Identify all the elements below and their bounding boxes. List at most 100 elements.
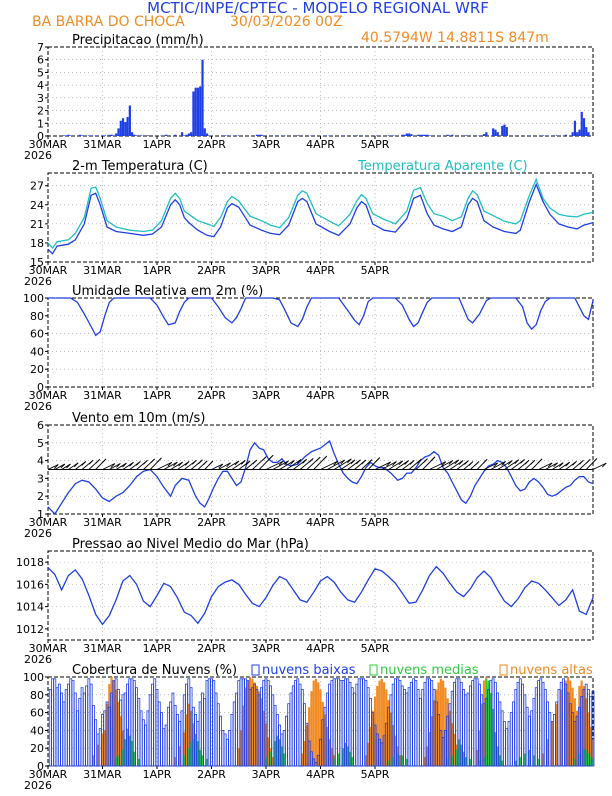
y-axis: 0 20 40 60 80 100: [23, 292, 48, 394]
precip-bar: [505, 127, 508, 136]
cloud-bar-low: [51, 678, 54, 767]
wind-barb-flag: [333, 460, 338, 466]
wind-barb-flag: [308, 458, 314, 463]
cloud-bar-low: [503, 721, 506, 767]
cloud-bar-high: [183, 732, 186, 766]
x-tick-label: 30MAR: [29, 389, 68, 402]
cloud-bar-medium: [137, 758, 140, 766]
cloud-bar-low: [223, 733, 227, 767]
cloud-bar-low: [205, 680, 209, 767]
wind-barb-flag: [586, 458, 591, 464]
y-tick-label: 40: [30, 724, 44, 737]
precip-bar: [165, 134, 168, 136]
precip-bar: [324, 135, 327, 136]
cloud-bar-high: [566, 677, 570, 766]
cloud-bar-low: [468, 685, 472, 767]
precip-bar: [228, 135, 231, 136]
cloud-bar-high: [267, 737, 270, 766]
cloud-bar-low: [176, 713, 179, 767]
cloud-bar-medium: [265, 757, 267, 766]
x-tick-label: 31MAR: [83, 768, 122, 781]
cloud-bar-low: [157, 701, 161, 767]
cloud-bar-medium: [396, 753, 399, 766]
cloud-bar-medium: [578, 753, 581, 766]
wind-barb: [333, 458, 352, 470]
cloud-bar-high: [326, 726, 329, 766]
cloud-bar-low: [339, 680, 343, 767]
precip-bar: [546, 135, 549, 136]
x-axis: 30MAR 31MAR 1APR 2APR 3APR 4APR 5APR 2026: [24, 136, 390, 162]
precip-bar: [564, 134, 567, 136]
x-tick-label: 5APR: [361, 516, 390, 529]
x-tick-label: 5APR: [361, 138, 390, 151]
precip-bar: [392, 135, 395, 136]
x-tick-label: 5APR: [361, 768, 390, 781]
wind-barb-flag: [441, 461, 447, 466]
cloud-bar-high: [319, 689, 322, 766]
precip-bar: [478, 135, 481, 136]
x-tick-label: 5APR: [361, 642, 390, 655]
precip-bar: [571, 132, 574, 136]
cloud-bar-high: [242, 705, 245, 766]
cloud-bar-high: [398, 755, 402, 766]
y-tick-label: 1018: [16, 556, 44, 569]
cloud-bar-low: [464, 694, 468, 767]
panel-title: Pressao ao Nivel Medio do Mar (hPa): [72, 537, 309, 552]
precip-bar: [276, 135, 279, 136]
cloud-bar-low: [516, 681, 520, 767]
cloud-bar-low: [421, 689, 425, 767]
wind-barb: [54, 463, 65, 470]
legend-label: nuvens medias: [380, 663, 479, 678]
cloud-bar-high: [92, 755, 95, 766]
wind-barb-flag: [340, 459, 345, 465]
wind-barb-flag: [416, 458, 422, 464]
wind-barb-flag: [173, 461, 178, 467]
y-tick-label: 1012: [16, 623, 44, 636]
cloud-bar-high: [446, 698, 449, 766]
precip-bar: [205, 133, 209, 136]
cloud-bar-medium: [392, 757, 395, 766]
precip-bar: [131, 132, 134, 136]
cloud-bar-high: [364, 755, 368, 766]
precip-bar: [112, 135, 116, 136]
cloud-bar-low: [76, 710, 79, 767]
cloud-bar-high: [560, 689, 563, 766]
wind-barb: [442, 459, 459, 470]
x-tick-label: 30MAR: [29, 642, 68, 655]
wind-barb: [163, 461, 178, 470]
x-tick-label: 4APR: [306, 768, 335, 781]
wind-barb: [504, 459, 520, 470]
wind-barb: [340, 459, 356, 470]
legend-swatch: [369, 664, 378, 676]
cloud-bar-low: [285, 715, 288, 767]
gridlines: [48, 551, 593, 640]
precip-bar: [428, 135, 431, 136]
cloud-bar-medium: [498, 755, 501, 766]
x-tick-label: 4APR: [306, 138, 335, 151]
y-tick-label: 1016: [16, 578, 44, 591]
cloud-bar-low: [94, 719, 98, 767]
cloud-bar-high: [392, 725, 395, 766]
wind-barb-flag: [322, 455, 328, 461]
wind-barb-flag: [73, 462, 79, 468]
precip-bar: [87, 135, 91, 136]
wind-barb: [231, 460, 246, 470]
wind-barb: [218, 462, 231, 470]
cloud-bar-medium: [124, 739, 127, 766]
precip-bar: [255, 134, 259, 136]
precip-bar: [483, 134, 486, 136]
y-tick-label: 15: [30, 256, 44, 269]
wind-barb-flag: [136, 461, 141, 466]
cloud-bar-medium: [514, 760, 517, 766]
cloud-bar-low: [291, 685, 295, 767]
wind-barb-flag: [110, 463, 116, 468]
cloud-bar-medium: [349, 751, 351, 766]
x-tick-label: 3APR: [252, 138, 281, 151]
cloud-bar-low: [201, 692, 204, 767]
cloud-bar-high: [271, 757, 274, 766]
wind-barb: [545, 462, 558, 470]
panel-title: Precipitacao (mm/h): [72, 33, 204, 48]
cloud-bar-high: [310, 691, 313, 766]
cloud-bar-medium: [122, 749, 124, 766]
